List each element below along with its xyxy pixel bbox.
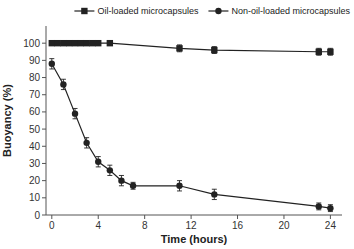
error-bar	[177, 181, 182, 191]
series-line	[52, 64, 331, 208]
chart: 0 4 8 12 16 20 24 0 10 20 30 40 50 60 70 80 90 100 Time (h…	[0, 0, 354, 249]
error-bar	[328, 48, 333, 55]
y-tick-label: 70	[29, 89, 41, 100]
error-bar	[316, 48, 321, 55]
data-point	[78, 40, 84, 46]
data-point	[83, 40, 89, 46]
error-bar	[84, 138, 89, 148]
data-point	[60, 81, 66, 87]
data-point	[89, 40, 95, 46]
y-tick-label: 100	[23, 38, 40, 49]
y-tick	[42, 215, 46, 216]
x-tick	[330, 215, 331, 219]
x-tick	[144, 215, 145, 219]
y-tick	[42, 129, 46, 130]
legend-marker	[81, 8, 87, 14]
data-point	[60, 40, 66, 46]
x-tick	[283, 215, 284, 219]
y-tick	[42, 60, 46, 61]
x-tick	[98, 215, 99, 219]
error-bar	[177, 45, 182, 52]
y-tick-label: 90	[29, 55, 41, 66]
data-point	[316, 203, 322, 209]
x-tick	[237, 215, 238, 219]
y-tick-label: 40	[29, 141, 41, 152]
y-tick-label: 60	[29, 106, 41, 117]
plot-area	[49, 40, 334, 212]
legend-marker	[215, 8, 221, 14]
x-tick	[191, 215, 192, 219]
data-point	[95, 40, 101, 46]
data-point	[49, 61, 55, 67]
legend-label: Non-oil-loaded microcapsules	[231, 6, 350, 16]
y-tick-label: 50	[29, 124, 41, 135]
data-point	[176, 45, 182, 51]
x-axis-line	[46, 215, 342, 216]
legend: Oil-loaded microcapsules Non-oil-loaded m…	[74, 6, 350, 16]
data-point	[72, 110, 78, 116]
x-tick-label: 24	[325, 220, 337, 231]
x-tick	[51, 215, 52, 219]
y-tick-label: 10	[29, 192, 41, 203]
y-tick	[42, 43, 46, 44]
data-point	[66, 40, 72, 46]
data-point	[49, 40, 55, 46]
data-point	[211, 47, 217, 53]
data-point	[107, 40, 113, 46]
x-tick-label: 12	[186, 220, 198, 231]
x-tick-label: 8	[142, 220, 148, 231]
x-tick-label: 0	[49, 220, 55, 231]
data-point	[95, 159, 101, 165]
y-tick	[42, 146, 46, 147]
data-point	[54, 40, 60, 46]
data-point	[72, 40, 78, 46]
y-tick-label: 30	[29, 158, 41, 169]
data-point	[327, 49, 333, 55]
error-bar	[316, 203, 321, 210]
y-axis-label: Buoyancy (%)	[1, 84, 13, 157]
y-tick	[42, 180, 46, 181]
error-bar	[61, 79, 66, 89]
y-tick	[42, 94, 46, 95]
error-bar	[212, 47, 217, 54]
y-tick	[42, 77, 46, 78]
error-bar	[212, 189, 217, 199]
x-tick-label: 16	[232, 220, 244, 231]
error-bar	[107, 165, 112, 175]
legend-label: Oil-loaded microcapsules	[97, 6, 199, 16]
data-point	[211, 191, 217, 197]
error-bar	[131, 182, 136, 189]
y-tick-label: 20	[29, 175, 41, 186]
error-bar	[73, 108, 78, 118]
data-point	[316, 49, 322, 55]
data-point	[107, 167, 113, 173]
error-bar	[328, 205, 333, 212]
y-tick-label: 0	[34, 210, 40, 221]
data-point	[118, 177, 124, 183]
error-bar	[96, 157, 101, 167]
data-point	[83, 140, 89, 146]
error-bar	[49, 59, 54, 69]
x-axis-label: Time (hours)	[161, 233, 228, 245]
x-tick-label: 20	[278, 220, 290, 231]
y-tick-label: 80	[29, 72, 41, 83]
data-point	[176, 183, 182, 189]
x-tick-label: 4	[95, 220, 101, 231]
data-point	[327, 205, 333, 211]
y-tick	[42, 197, 46, 198]
y-tick	[42, 111, 46, 112]
y-axis-line	[46, 26, 47, 215]
y-tick	[42, 163, 46, 164]
error-bar	[119, 175, 124, 185]
data-point	[130, 183, 136, 189]
